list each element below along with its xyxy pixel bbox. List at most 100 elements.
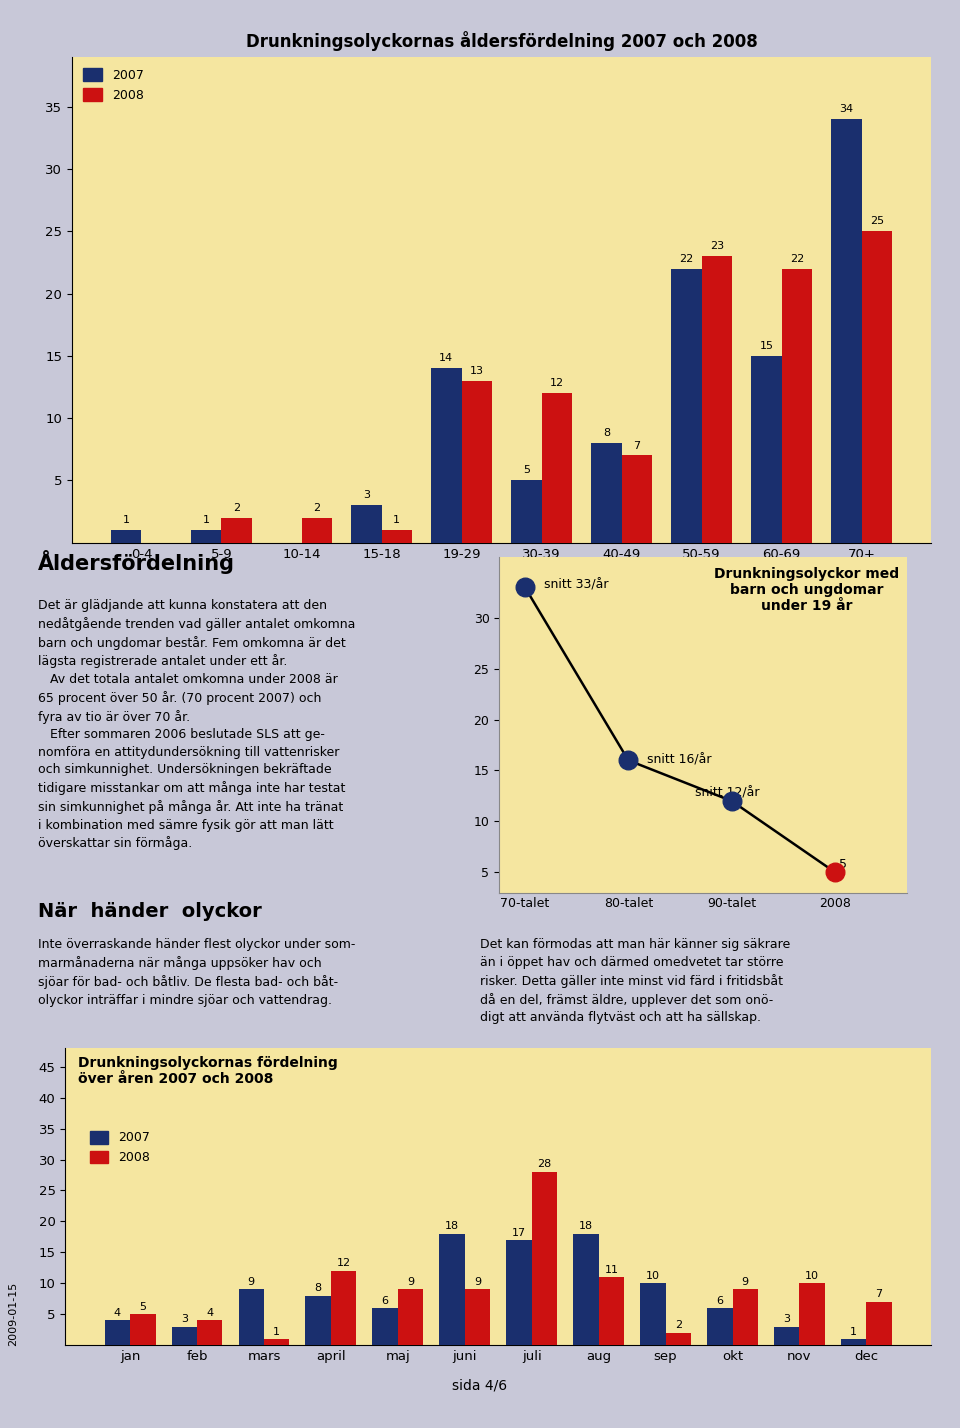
Bar [781,268,812,543]
Text: Drunkningsolyckornas fördelning
över åren 2007 och 2008: Drunkningsolyckornas fördelning över åre… [79,1055,338,1085]
Bar [591,443,622,543]
Bar [599,1277,624,1345]
Text: 3: 3 [180,1314,188,1324]
Text: 8: 8 [315,1284,322,1294]
Text: När  händer  olyckor: När händer olyckor [38,902,262,921]
Text: 18: 18 [579,1221,593,1231]
Text: Åldersfördelning: Åldersfördelning [38,550,235,574]
Text: 22: 22 [680,254,693,264]
Bar [264,1339,289,1345]
Text: 23: 23 [709,241,724,251]
Bar [351,506,381,543]
Text: sida 4/6: sida 4/6 [452,1378,508,1392]
Text: 1: 1 [851,1327,857,1337]
Bar [665,1332,691,1345]
Bar [862,231,892,543]
Text: 12: 12 [550,378,564,388]
Bar [172,1327,197,1345]
Text: snitt 16/år: snitt 16/år [647,754,711,767]
Text: 9: 9 [407,1277,414,1287]
Bar [397,1289,423,1345]
Text: 17: 17 [512,1228,526,1238]
Text: 4: 4 [206,1308,213,1318]
Text: 8: 8 [603,428,610,438]
Text: 2: 2 [233,503,240,513]
Text: 2: 2 [675,1321,682,1331]
Bar [462,381,492,543]
Text: Inte överraskande händer flest olyckor under som-
marmånaderna när många uppsöke: Inte överraskande händer flest olyckor u… [38,938,356,1007]
Bar [238,1289,264,1345]
Bar [640,1284,665,1345]
Text: 2009-01-15: 2009-01-15 [9,1282,18,1345]
Bar [541,393,572,543]
Text: 10: 10 [646,1271,660,1281]
Text: 6: 6 [716,1295,723,1305]
Text: 3: 3 [363,490,370,500]
Bar [331,1271,356,1345]
Bar [708,1308,732,1345]
Text: 9: 9 [742,1277,749,1287]
Bar [831,120,862,543]
Text: Det är glädjande att kunna konstatera att den
nedåtgående trenden vad gäller ant: Det är glädjande att kunna konstatera at… [38,598,356,851]
Text: 7: 7 [876,1289,882,1299]
Text: 4: 4 [114,1308,121,1318]
Point [620,748,636,771]
Text: 1: 1 [123,516,130,526]
Point [724,790,739,813]
Bar [841,1339,867,1345]
Text: 13: 13 [469,366,484,376]
Bar [222,518,252,543]
Text: 1: 1 [394,516,400,526]
Text: 5: 5 [139,1302,146,1312]
Text: 9: 9 [474,1277,481,1287]
Text: snitt 33/år: snitt 33/år [543,578,608,591]
Bar [506,1240,532,1345]
Text: 1: 1 [203,516,210,526]
Bar [512,480,541,543]
Text: 5: 5 [839,858,847,871]
Bar [105,1321,130,1345]
Bar [732,1289,758,1345]
Text: 1: 1 [274,1327,280,1337]
Text: 7: 7 [634,440,640,450]
Text: 12: 12 [337,1258,350,1268]
Text: snitt 12/år: snitt 12/år [695,787,760,800]
Bar [702,256,732,543]
Bar [381,530,412,543]
Bar [752,356,781,543]
Text: 5: 5 [523,466,530,476]
Bar [431,368,462,543]
Text: 3: 3 [783,1314,790,1324]
Bar [191,530,222,543]
Bar [197,1321,223,1345]
Text: 15: 15 [759,341,774,351]
Title: Drunkningsolyckornas åldersfördelning 2007 och 2008: Drunkningsolyckornas åldersfördelning 20… [246,31,757,51]
Text: 2: 2 [313,503,321,513]
Text: 14: 14 [440,353,453,363]
Text: 22: 22 [790,254,804,264]
Point [517,575,533,598]
Text: 34: 34 [839,104,853,114]
Legend: 2007, 2008: 2007, 2008 [84,1125,156,1170]
Bar [305,1295,331,1345]
Text: 25: 25 [870,217,884,227]
Text: Drunkningsolyckor med
barn och ungdomar
under 19 år: Drunkningsolyckor med barn och ungdomar … [714,567,899,614]
Bar [372,1308,397,1345]
Point [828,861,843,884]
Text: 6: 6 [382,1295,389,1305]
Bar [440,1234,465,1345]
Bar [573,1234,599,1345]
Bar [800,1284,825,1345]
Bar [465,1289,491,1345]
Bar [301,518,332,543]
Text: 28: 28 [538,1160,552,1170]
Text: 9: 9 [248,1277,254,1287]
Bar [774,1327,800,1345]
Legend: 2007, 2008: 2007, 2008 [79,63,149,107]
Bar [867,1302,892,1345]
Bar [671,268,702,543]
Bar [111,530,141,543]
Text: 18: 18 [445,1221,459,1231]
Text: Det kan förmodas att man här känner sig säkrare
än i öppet hav och därmed omedve: Det kan förmodas att man här känner sig … [480,938,790,1024]
Text: 10: 10 [805,1271,819,1281]
